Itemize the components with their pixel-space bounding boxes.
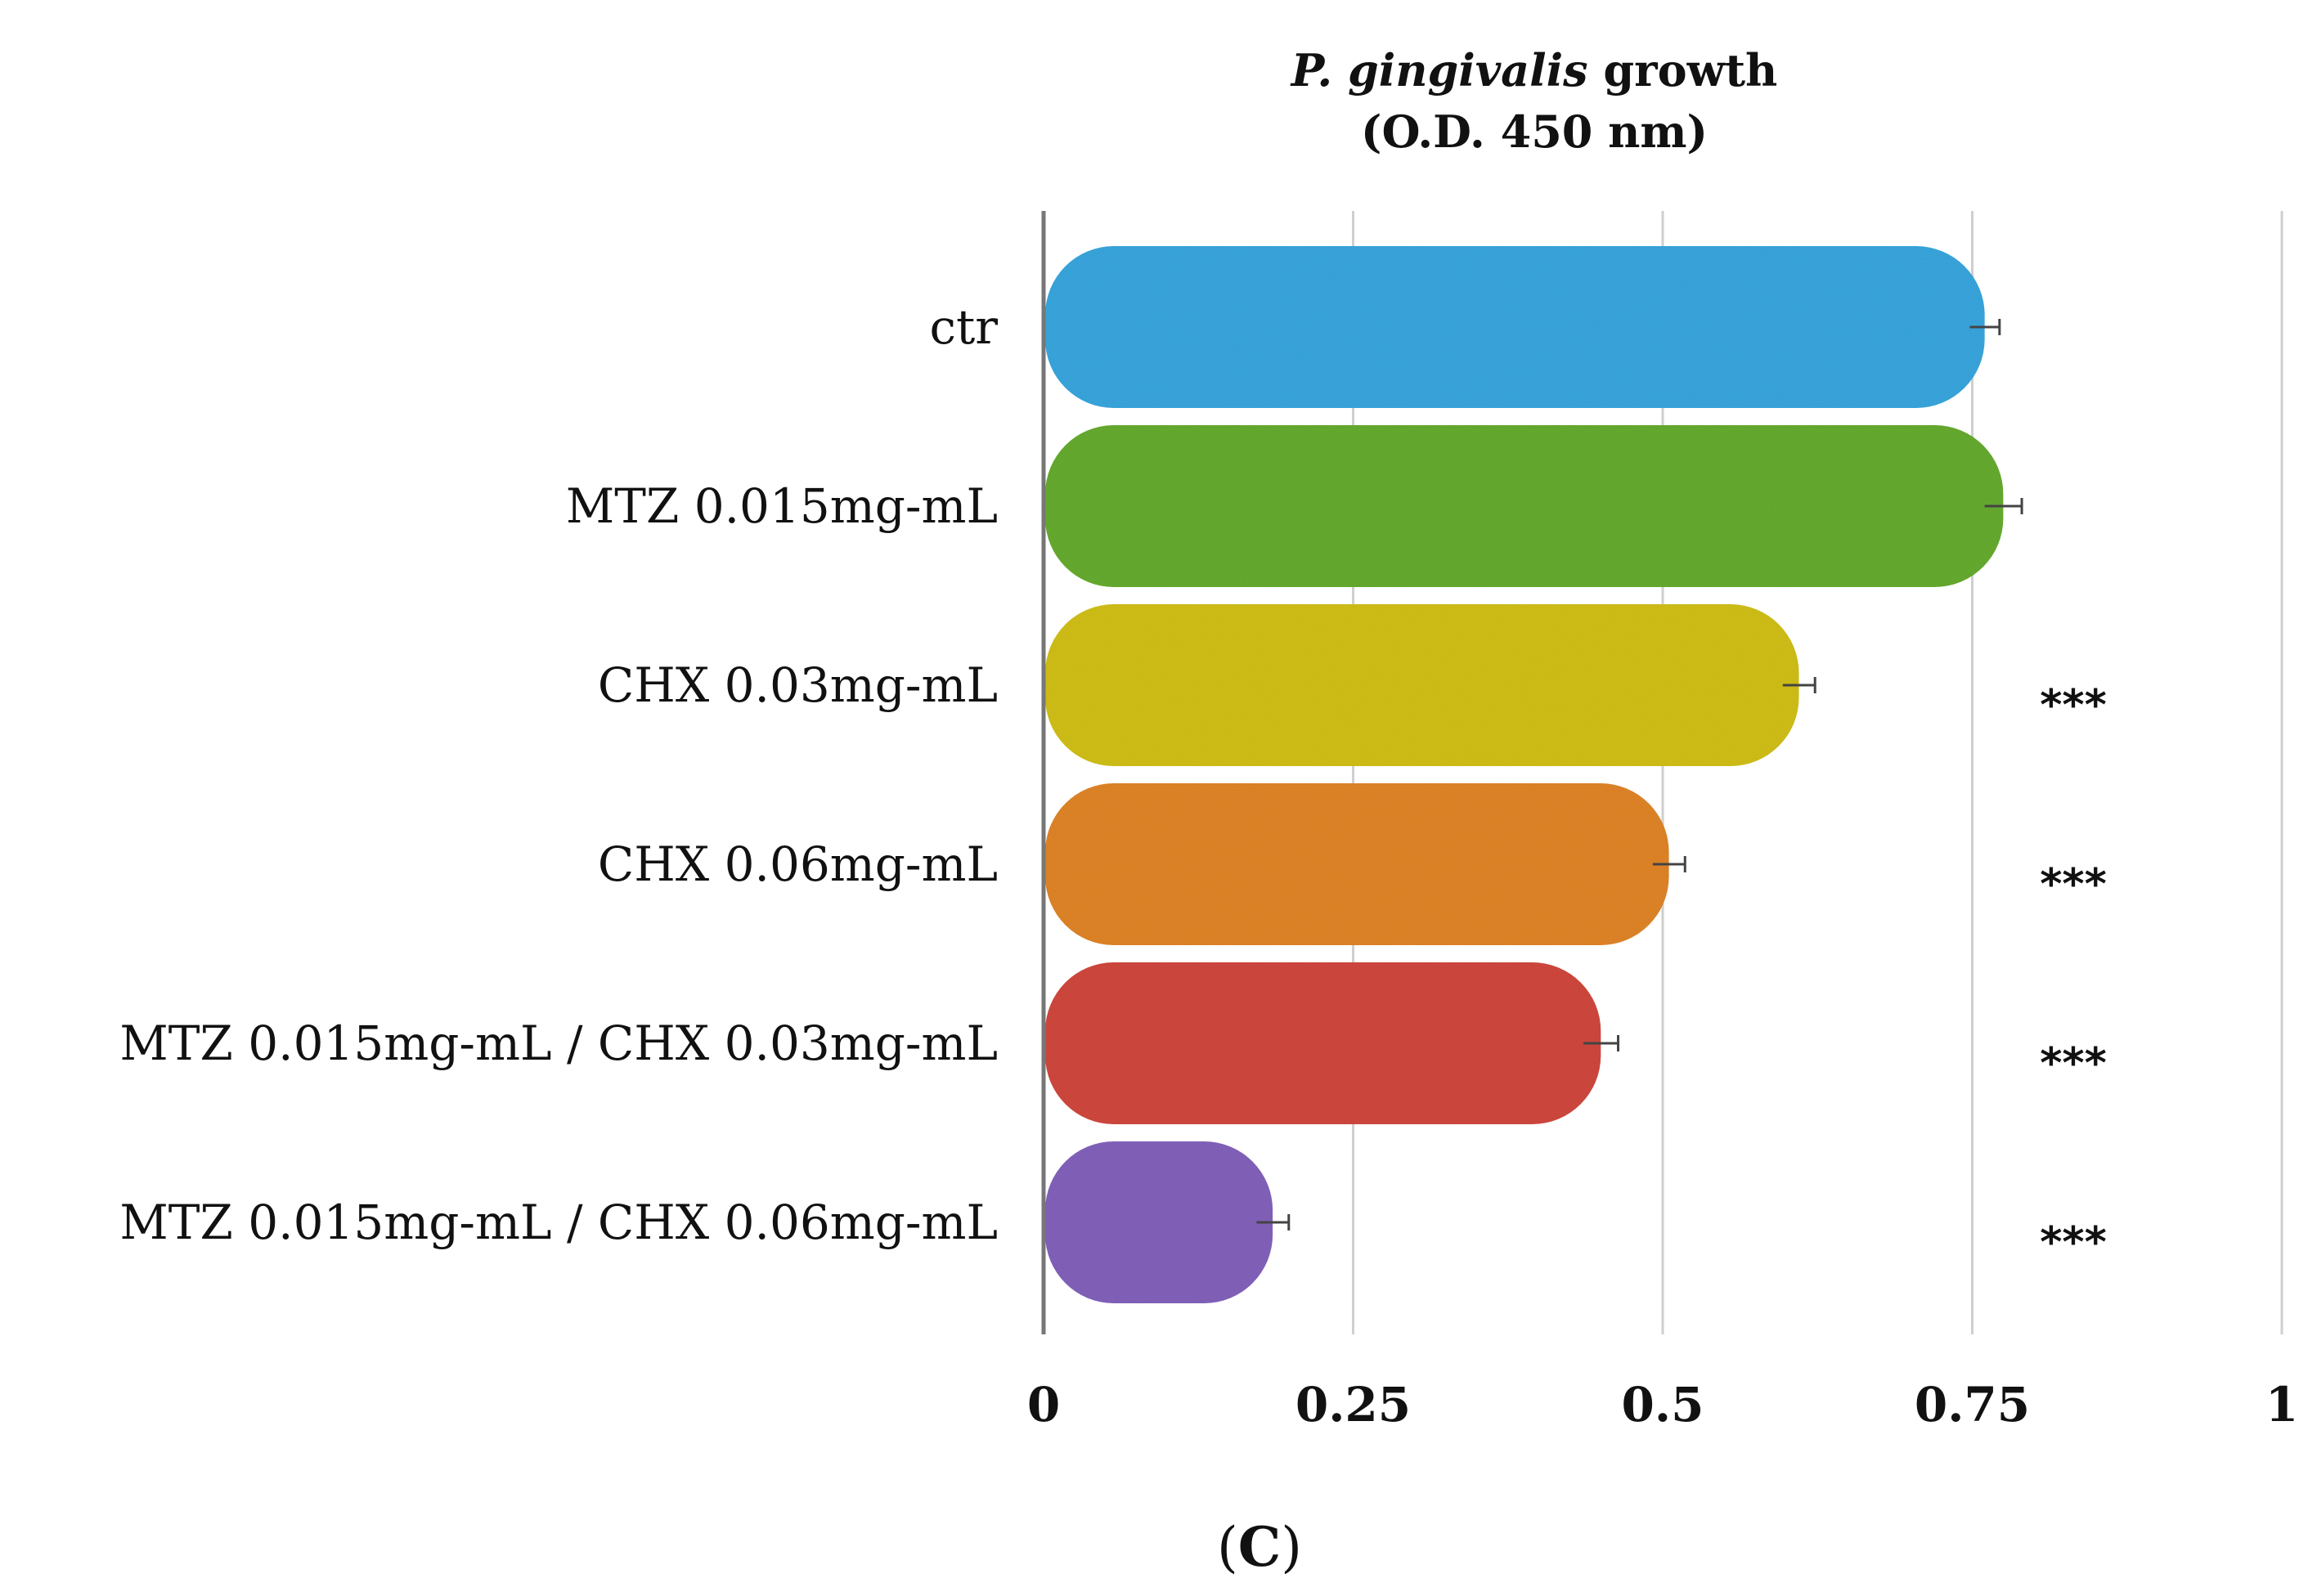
- error-bar-6: [1256, 1214, 1291, 1231]
- bars: [1045, 246, 2004, 1303]
- chart-title-rest: growth: [1588, 44, 1778, 96]
- x-tick-label-1: 0: [1027, 1377, 1060, 1432]
- chart-title-line2: (O.D. 450 nm): [1361, 105, 1708, 158]
- x-tick-label-4: 0.75: [1915, 1377, 2030, 1432]
- significance-5: ***: [2040, 1039, 2107, 1088]
- bar-3: [1045, 604, 1799, 766]
- panel-label-letter: C: [1238, 1515, 1282, 1579]
- category-label-3: CHX 0.03mg-mL: [598, 657, 998, 713]
- error-bar-5: [1583, 1035, 1619, 1051]
- error-bar-4: [1652, 856, 1686, 872]
- error-bar-2: [1984, 498, 2023, 514]
- bar-6: [1045, 1141, 1273, 1303]
- category-labels: ctr MTZ 0.015mg-mL CHX 0.03mg-mL CHX 0.06mg…: [119, 299, 998, 1250]
- panel-label: (C): [1217, 1515, 1302, 1579]
- x-tick-label-5: 1: [2265, 1377, 2298, 1432]
- category-label-5: MTZ 0.015mg-mL / CHX 0.03mg-mL: [119, 1015, 998, 1071]
- bar-1: [1045, 246, 1985, 408]
- error-bar-1: [1969, 319, 2001, 335]
- error-bar-3: [1782, 677, 1816, 693]
- error-bars: [1256, 319, 2023, 1231]
- significance-3: ***: [2040, 681, 2107, 730]
- bar-5: [1045, 962, 1601, 1124]
- bar-4: [1045, 783, 1669, 945]
- chart-title-line1: P. gingivalis growth: [1290, 44, 1778, 96]
- category-label-6: MTZ 0.015mg-mL / CHX 0.06mg-mL: [119, 1195, 998, 1250]
- significance-markers: *** *** *** ***: [2040, 681, 2107, 1267]
- chart-title-species: P. gingivalis: [1290, 44, 1588, 96]
- significance-4: ***: [2040, 860, 2107, 909]
- bar-2: [1045, 425, 2004, 587]
- category-label-4: CHX 0.06mg-mL: [598, 836, 998, 892]
- category-label-2: MTZ 0.015mg-mL: [566, 478, 998, 534]
- significance-6: ***: [2040, 1218, 2107, 1267]
- category-label-1: ctr: [929, 299, 998, 355]
- x-tick-labels: 0 0.25 0.5 0.75 1: [1027, 1377, 2298, 1432]
- panel-label-close: ): [1281, 1516, 1302, 1579]
- x-tick-label-2: 0.25: [1295, 1377, 1411, 1432]
- panel-label-open: (: [1217, 1516, 1238, 1579]
- x-tick-label-3: 0.5: [1622, 1377, 1704, 1432]
